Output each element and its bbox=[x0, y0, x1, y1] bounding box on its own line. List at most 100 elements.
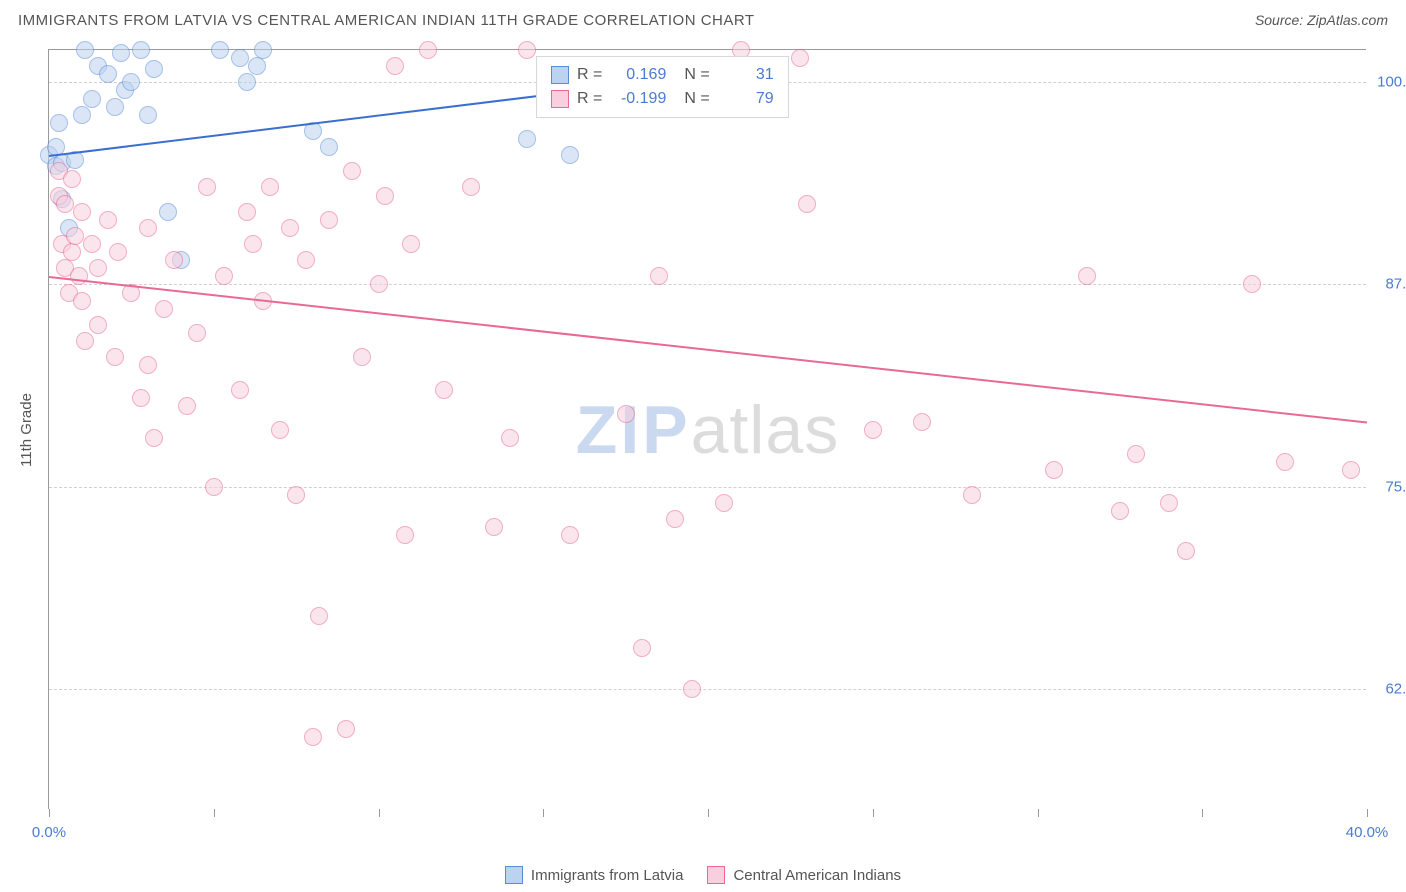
data-point bbox=[76, 41, 94, 59]
data-point bbox=[281, 219, 299, 237]
data-point bbox=[913, 413, 931, 431]
data-point bbox=[683, 680, 701, 698]
regression-line bbox=[49, 90, 576, 157]
data-point bbox=[56, 195, 74, 213]
data-point bbox=[99, 211, 117, 229]
y-tick-label: 100.0% bbox=[1377, 74, 1406, 91]
data-point bbox=[139, 219, 157, 237]
data-point bbox=[238, 73, 256, 91]
x-tick bbox=[708, 809, 709, 817]
data-point bbox=[139, 356, 157, 374]
data-point bbox=[238, 203, 256, 221]
x-tick-label: 40.0% bbox=[1346, 824, 1389, 841]
data-point bbox=[310, 607, 328, 625]
data-point bbox=[1045, 461, 1063, 479]
data-point bbox=[1111, 502, 1129, 520]
data-point bbox=[73, 106, 91, 124]
data-point bbox=[109, 243, 127, 261]
data-point bbox=[76, 332, 94, 350]
data-point bbox=[66, 227, 84, 245]
legend-r-label: R = bbox=[577, 90, 602, 108]
legend-swatch bbox=[505, 866, 523, 884]
x-tick bbox=[873, 809, 874, 817]
legend-n-label: N = bbox=[684, 66, 709, 84]
x-tick-label: 0.0% bbox=[32, 824, 66, 841]
data-point bbox=[83, 235, 101, 253]
legend-bottom: Immigrants from Latvia Central American I… bbox=[0, 866, 1406, 888]
legend-item: Central American Indians bbox=[707, 866, 901, 884]
data-point bbox=[617, 405, 635, 423]
data-point bbox=[376, 187, 394, 205]
data-point bbox=[244, 235, 262, 253]
data-point bbox=[798, 195, 816, 213]
data-point bbox=[132, 41, 150, 59]
data-point bbox=[650, 267, 668, 285]
gridline bbox=[49, 689, 1366, 690]
data-point bbox=[271, 421, 289, 439]
data-point bbox=[205, 478, 223, 496]
y-axis-label: 11th Grade bbox=[18, 393, 35, 467]
data-point bbox=[633, 639, 651, 657]
watermark: ZIPatlas bbox=[576, 391, 839, 469]
legend-label: Immigrants from Latvia bbox=[531, 867, 684, 884]
data-point bbox=[1160, 494, 1178, 512]
data-point bbox=[50, 114, 68, 132]
data-point bbox=[1127, 445, 1145, 463]
data-point bbox=[73, 203, 91, 221]
data-point bbox=[337, 720, 355, 738]
data-point bbox=[518, 130, 536, 148]
data-point bbox=[145, 60, 163, 78]
data-point bbox=[462, 178, 480, 196]
data-point bbox=[139, 106, 157, 124]
data-point bbox=[122, 73, 140, 91]
data-point bbox=[155, 300, 173, 318]
legend-r-value: 0.169 bbox=[610, 66, 666, 84]
data-point bbox=[178, 397, 196, 415]
data-point bbox=[501, 429, 519, 447]
data-point bbox=[304, 728, 322, 746]
data-point bbox=[287, 486, 305, 504]
data-point bbox=[370, 275, 388, 293]
data-point bbox=[211, 41, 229, 59]
legend-label: Central American Indians bbox=[733, 867, 901, 884]
data-point bbox=[89, 259, 107, 277]
data-point bbox=[165, 251, 183, 269]
data-point bbox=[63, 170, 81, 188]
data-point bbox=[1276, 453, 1294, 471]
gridline bbox=[49, 487, 1366, 488]
y-tick-label: 87.5% bbox=[1385, 276, 1406, 293]
data-point bbox=[231, 381, 249, 399]
data-point bbox=[715, 494, 733, 512]
data-point bbox=[666, 510, 684, 528]
x-tick bbox=[1202, 809, 1203, 817]
legend-correlation-box: R =0.169N =31R =-0.199N =79 bbox=[536, 56, 789, 118]
data-point bbox=[1342, 461, 1360, 479]
data-point bbox=[198, 178, 216, 196]
data-point bbox=[1243, 275, 1261, 293]
y-tick-label: 62.5% bbox=[1385, 680, 1406, 697]
data-point bbox=[518, 41, 536, 59]
x-tick bbox=[1367, 809, 1368, 817]
data-point bbox=[320, 138, 338, 156]
data-point bbox=[396, 526, 414, 544]
data-point bbox=[106, 348, 124, 366]
data-point bbox=[297, 251, 315, 269]
x-tick bbox=[49, 809, 50, 817]
x-tick bbox=[1038, 809, 1039, 817]
data-point bbox=[419, 41, 437, 59]
data-point bbox=[215, 267, 233, 285]
legend-r-label: R = bbox=[577, 66, 602, 84]
data-point bbox=[343, 162, 361, 180]
data-point bbox=[485, 518, 503, 536]
data-point bbox=[63, 243, 81, 261]
data-point bbox=[73, 292, 91, 310]
chart-title: IMMIGRANTS FROM LATVIA VS CENTRAL AMERIC… bbox=[18, 12, 755, 29]
y-tick-label: 75.0% bbox=[1385, 478, 1406, 495]
legend-r-value: -0.199 bbox=[610, 90, 666, 108]
data-point bbox=[159, 203, 177, 221]
data-point bbox=[106, 98, 124, 116]
data-point bbox=[254, 41, 272, 59]
data-point bbox=[112, 44, 130, 62]
data-point bbox=[386, 57, 404, 75]
data-point bbox=[353, 348, 371, 366]
